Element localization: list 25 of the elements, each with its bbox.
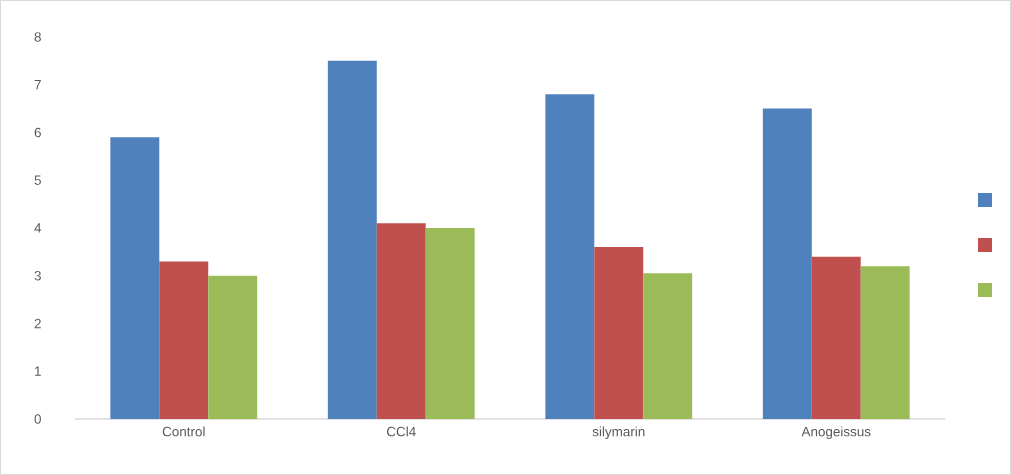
bar	[762, 108, 812, 419]
bar	[594, 247, 644, 419]
bar	[327, 60, 377, 419]
y-tick-label: 1	[35, 366, 41, 376]
y-tick-label: 6	[34, 127, 41, 138]
y-tick-label: 3	[34, 270, 41, 281]
bar	[860, 266, 910, 419]
y-tick-label: 5	[34, 175, 41, 185]
x-tick-label: silymarin	[592, 426, 645, 440]
y-tick-label: 4	[34, 223, 42, 233]
bar	[376, 223, 426, 419]
y-tick-label: 0	[34, 414, 41, 424]
bar	[811, 256, 861, 419]
bar	[425, 227, 475, 419]
x-tick-label: Control	[162, 426, 205, 437]
x-tick-label: CCl4	[387, 426, 416, 437]
bar	[159, 261, 209, 419]
bar	[545, 94, 595, 419]
y-tick-label: 2	[34, 318, 41, 329]
y-tick-label: 7	[34, 80, 41, 90]
bar	[643, 273, 693, 419]
x-tick-label: Anogeissus	[801, 426, 871, 440]
y-tick-label: 8	[34, 32, 41, 42]
bar	[208, 275, 258, 419]
bar	[110, 137, 160, 419]
